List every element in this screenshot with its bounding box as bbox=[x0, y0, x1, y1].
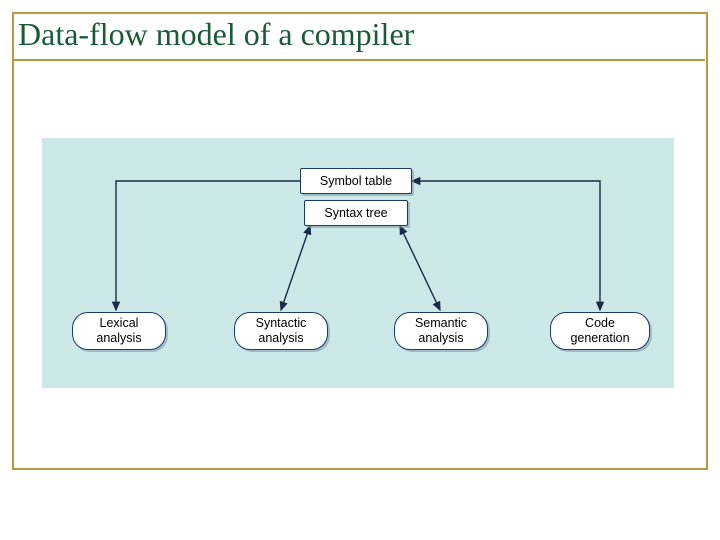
edge-symboltable-lexical bbox=[116, 181, 300, 310]
title-underline bbox=[13, 59, 705, 61]
edge-syntaxtree-semantic bbox=[400, 226, 440, 310]
node-label-line2: generation bbox=[565, 331, 635, 346]
node-label-line1: Syntactic bbox=[249, 316, 313, 331]
edge-symboltable-codegen bbox=[412, 181, 600, 310]
node-symbol-table: Symbol table bbox=[300, 168, 412, 194]
node-lexical-analysis: Lexical analysis bbox=[72, 312, 166, 350]
diagram-area: Symbol table Syntax tree Lexical analysi… bbox=[42, 138, 674, 388]
node-label-line1: Code bbox=[565, 316, 635, 331]
node-label-line1: Lexical bbox=[87, 316, 151, 331]
node-code-generation: Code generation bbox=[550, 312, 650, 350]
node-syntactic-analysis: Syntactic analysis bbox=[234, 312, 328, 350]
node-semantic-analysis: Semantic analysis bbox=[394, 312, 488, 350]
slide-title: Data-flow model of a compiler bbox=[18, 16, 690, 59]
title-block: Data-flow model of a compiler bbox=[18, 16, 690, 61]
node-syntax-tree: Syntax tree bbox=[304, 200, 408, 226]
edge-syntaxtree-syntactic bbox=[281, 226, 310, 310]
node-label-line2: analysis bbox=[249, 331, 313, 346]
node-label-line2: analysis bbox=[87, 331, 151, 346]
node-label-line2: analysis bbox=[409, 331, 473, 346]
node-label-line1: Semantic bbox=[409, 316, 473, 331]
